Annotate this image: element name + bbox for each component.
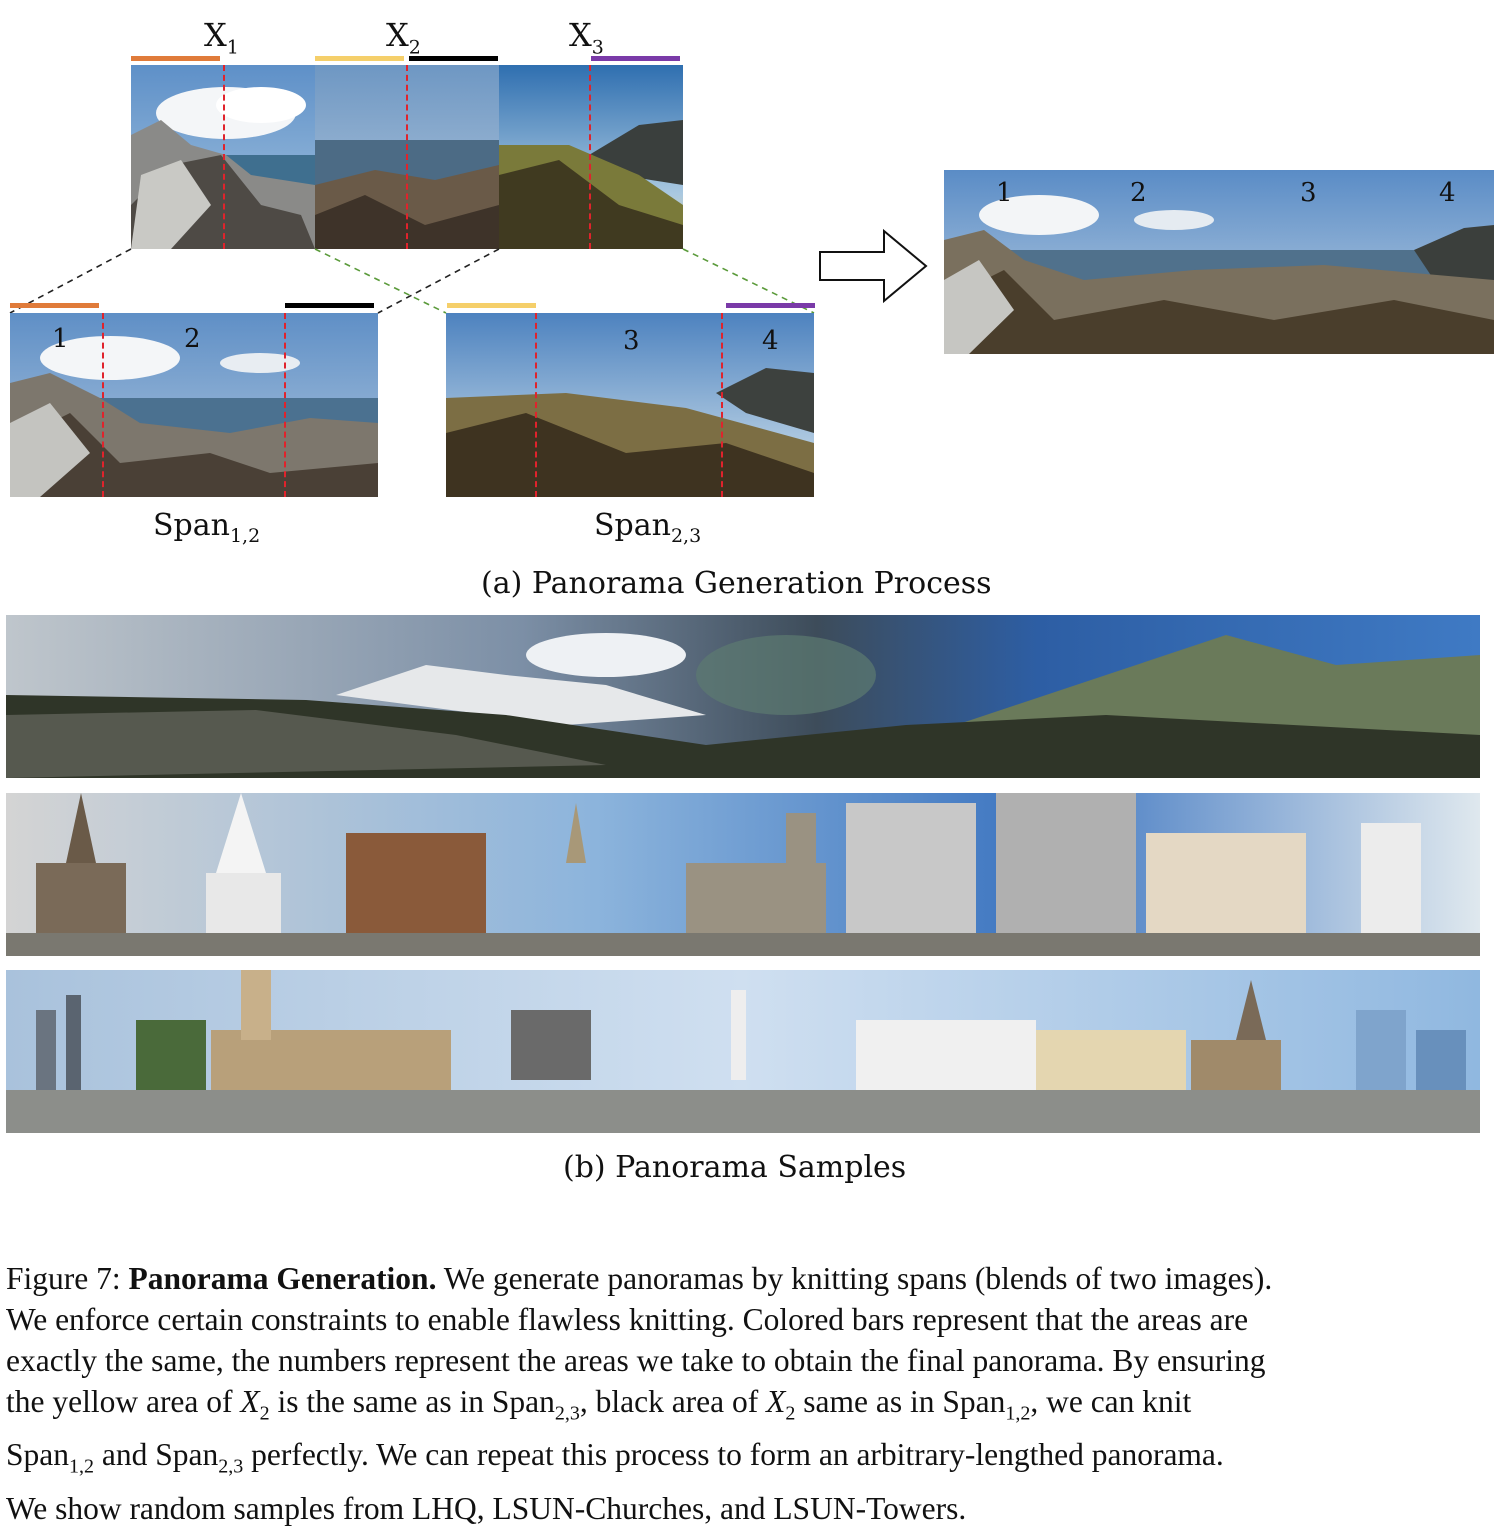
area-number-4: 4 bbox=[762, 326, 779, 356]
seam-line-span12-a bbox=[102, 313, 104, 497]
label-x3: X3 bbox=[569, 16, 604, 59]
connector-lines bbox=[9, 248, 815, 314]
span23-label: Span2,3 bbox=[594, 508, 702, 547]
caption-title: Panorama Generation. bbox=[128, 1261, 437, 1296]
panorama-sample-lhq bbox=[6, 615, 1480, 778]
area-number-1: 1 bbox=[52, 324, 69, 354]
caption-line-1: Figure 7: Panorama Generation. We genera… bbox=[6, 1261, 1273, 1296]
caption-line-3: exactly the same, the numbers represent … bbox=[6, 1343, 1266, 1378]
image-x3 bbox=[499, 65, 683, 249]
caption-line-2: We enforce certain constraints to enable… bbox=[6, 1302, 1249, 1337]
final-area-number-4: 4 bbox=[1439, 178, 1456, 208]
purple-bar-span23 bbox=[726, 303, 815, 308]
span12-label: Span1,2 bbox=[153, 508, 261, 547]
black-bar-span12 bbox=[285, 303, 374, 308]
label-x1: X1 bbox=[204, 16, 239, 59]
orange-bar-x1 bbox=[131, 56, 220, 61]
purple-bar-x3 bbox=[591, 56, 680, 61]
panorama-sample-churches bbox=[6, 793, 1480, 956]
final-area-number-1: 1 bbox=[996, 178, 1013, 208]
panorama-sample-towers bbox=[6, 970, 1480, 1133]
orange-bar-span12 bbox=[10, 303, 99, 308]
seam-line-span12-b bbox=[284, 313, 286, 497]
final-panorama-image bbox=[944, 170, 1494, 354]
subcaption-b: (b) Panorama Samples bbox=[563, 1150, 907, 1185]
seam-line-x1 bbox=[223, 65, 225, 249]
seam-line-x2 bbox=[406, 65, 408, 249]
final-area-number-3: 3 bbox=[1300, 178, 1317, 208]
seam-line-x3 bbox=[589, 65, 591, 249]
caption-line-6: We show random samples from LHQ, LSUN-Ch… bbox=[6, 1490, 967, 1526]
final-area-number-2: 2 bbox=[1130, 178, 1147, 208]
yellow-bar-span23 bbox=[447, 303, 536, 308]
figure-caption: Figure 7: Panorama Generation. We genera… bbox=[6, 1258, 1500, 1529]
area-number-2: 2 bbox=[184, 324, 201, 354]
area-number-3: 3 bbox=[623, 326, 640, 356]
caption-line-5: Span1,2 and Span2,3 perfectly. We can re… bbox=[6, 1437, 1224, 1478]
right-arrow-icon bbox=[819, 228, 928, 304]
label-x2: X2 bbox=[386, 16, 421, 59]
yellow-bar-x2 bbox=[315, 56, 404, 61]
subcaption-a: (a) Panorama Generation Process bbox=[481, 566, 992, 601]
seam-line-span23-a bbox=[535, 313, 537, 497]
black-bar-x2 bbox=[409, 56, 498, 61]
seam-line-span23-b bbox=[721, 313, 723, 497]
caption-line-4: the yellow area of X2 is the same as in … bbox=[6, 1384, 1192, 1425]
